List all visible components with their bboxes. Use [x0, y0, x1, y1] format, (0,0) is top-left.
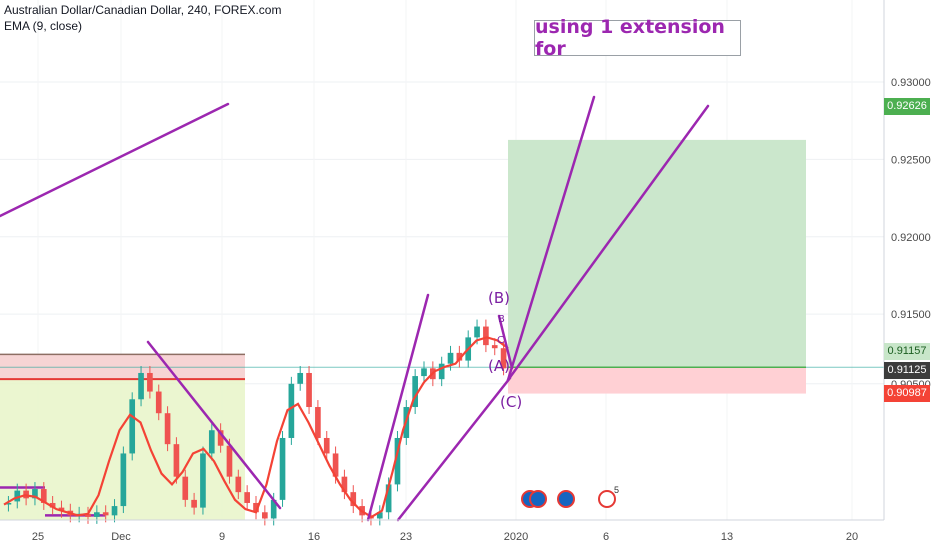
wave-label-c: (C): [500, 393, 522, 411]
candle-body: [191, 499, 197, 508]
candle-body: [120, 453, 127, 507]
candle-body: [235, 476, 242, 493]
ema-indicator-label[interactable]: EMA (9, close): [4, 19, 83, 33]
fib-extension-line-steep: [506, 95, 596, 382]
candle-body: [412, 376, 418, 408]
target-price-tag: 0.92626: [884, 98, 930, 115]
candle-body: [58, 507, 65, 511]
y-tick-label: 0.91500: [891, 309, 931, 321]
x-axis-ticks: 25 Dec 9 16 23 2020 6 13 20: [32, 531, 858, 543]
x-tick-label: 25: [32, 531, 44, 543]
wave-label-b: (B): [488, 289, 510, 307]
candle-body: [376, 512, 383, 519]
ema-line: [3, 336, 509, 519]
y-tick-label: 0.92500: [891, 154, 931, 166]
x-tick-label: 2020: [504, 531, 528, 543]
candle-body: [394, 437, 401, 485]
au-flag-event-icon[interactable]: [529, 490, 547, 508]
candle-body: [421, 368, 427, 377]
candle-body: [244, 492, 250, 503]
x-tick-label: 23: [400, 531, 412, 543]
candle-body: [270, 499, 277, 519]
candle-body: [332, 453, 339, 477]
x-tick-label: Dec: [111, 531, 131, 543]
candle-body: [85, 513, 91, 517]
candle-body: [306, 372, 312, 408]
candle-body: [341, 476, 348, 493]
wave-label-a: (A): [488, 357, 510, 375]
candle-body: [297, 372, 304, 384]
candle-body: [49, 502, 56, 508]
chart-symbol-title: Australian Dollar/Canadian Dollar, 240, …: [4, 3, 282, 17]
candle-body: [173, 444, 180, 477]
entry-price-tag: 0.91157: [884, 343, 930, 360]
candle-body: [217, 430, 224, 446]
candle-body: [447, 352, 454, 364]
wave-label-c-small: C: [497, 335, 504, 346]
text-note-box[interactable]: using 1 extension for: [534, 16, 741, 60]
candle-body: [323, 437, 330, 454]
candle-body: [138, 372, 144, 400]
candle-body: [14, 490, 21, 502]
candle-body: [94, 512, 100, 517]
candles: [5, 319, 507, 526]
x-tick-label: 20: [846, 531, 858, 543]
trendline-up-bottom: [396, 376, 512, 522]
candle-body: [438, 363, 445, 380]
candle-body: [350, 492, 357, 507]
wave-label-b-small: B: [498, 314, 505, 325]
au-flag-event-icon[interactable]: [557, 490, 575, 508]
current-price-tag: 0.91125: [884, 362, 930, 379]
wave-leg: [497, 314, 514, 370]
trendlines[interactable]: [0, 95, 710, 522]
candle-body: [385, 484, 392, 513]
candle-body: [164, 413, 171, 445]
trendline-down-diagonal: [146, 340, 282, 510]
x-tick-label: 16: [308, 531, 320, 543]
stop-price-tag: 0.90987: [884, 385, 930, 402]
x-tick-label: 6: [603, 531, 609, 543]
candle-body: [500, 348, 507, 369]
fib-extension-line: [506, 104, 710, 382]
event-icons[interactable]: 5: [521, 485, 619, 508]
candle-body: [253, 502, 259, 513]
loss-zone: [508, 367, 806, 394]
wave-labels: (B) (A) (C) B C: [488, 289, 522, 411]
candle-body: [182, 476, 189, 500]
candle-body: [483, 326, 489, 346]
event-count-badge: 5: [614, 485, 619, 495]
ca-flag-event-icon[interactable]: [598, 490, 616, 508]
candle-body: [474, 326, 480, 338]
candle-body: [40, 489, 47, 503]
candle-body: [111, 506, 118, 516]
candle-body: [288, 383, 295, 438]
y-tick-label: 0.92000: [891, 232, 931, 244]
y-tick-label: 0.93000: [891, 77, 931, 89]
candle-body: [5, 502, 12, 505]
candle-body: [129, 399, 136, 454]
candle-body: [102, 512, 109, 516]
candle-body: [279, 437, 286, 500]
candle-body: [262, 512, 268, 519]
x-tick-label: 9: [219, 531, 225, 543]
trendline-upper-left: [0, 102, 230, 218]
candle-body: [491, 345, 498, 349]
trendline-up-channel: [366, 293, 430, 522]
candle-body: [32, 489, 38, 499]
x-tick-label: 13: [721, 531, 733, 543]
candle-body: [200, 453, 206, 508]
text-note-label: using 1 extension for: [535, 16, 725, 60]
candle-body: [226, 445, 233, 477]
candle-body: [155, 391, 162, 414]
candle-body: [147, 372, 153, 392]
candle-body: [208, 430, 215, 454]
candle-body: [456, 352, 463, 361]
candle-body: [315, 407, 321, 438]
